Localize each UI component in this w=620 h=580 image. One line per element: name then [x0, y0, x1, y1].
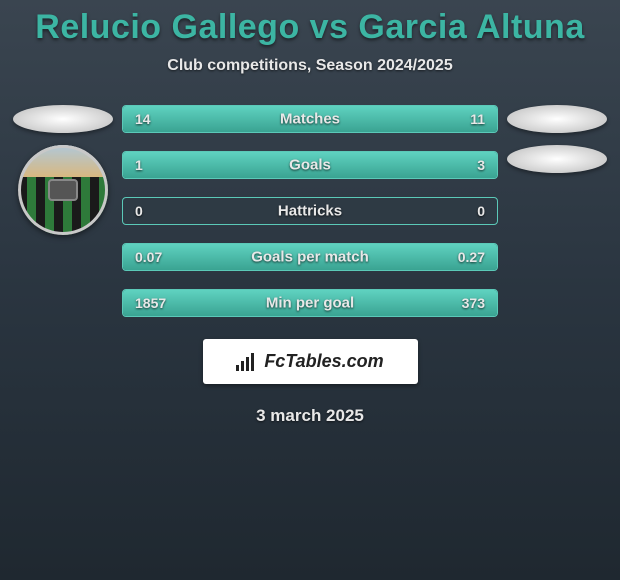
right-player-col — [502, 105, 612, 173]
stat-label: Min per goal — [266, 295, 354, 312]
left-player-club-badge — [18, 145, 108, 235]
stat-value-left: 0.07 — [135, 249, 162, 265]
page-title: Relucio Gallego vs Garcia Altuna — [0, 0, 620, 47]
chart-icon — [236, 353, 258, 371]
stat-label: Goals per match — [251, 249, 369, 266]
date-label: 3 march 2025 — [0, 406, 620, 426]
right-player-club-placeholder — [507, 145, 607, 173]
left-player-col — [8, 105, 118, 235]
right-player-avatar-placeholder — [507, 105, 607, 133]
brand-text: FcTables.com — [264, 351, 383, 372]
stat-row: 1 Goals 3 — [122, 151, 498, 179]
stat-label: Hattricks — [278, 203, 342, 220]
stat-row: 14 Matches 11 — [122, 105, 498, 133]
stat-value-right: 0 — [477, 203, 485, 219]
stat-row: 0.07 Goals per match 0.27 — [122, 243, 498, 271]
stat-row: 1857 Min per goal 373 — [122, 289, 498, 317]
stat-value-left: 0 — [135, 203, 143, 219]
stat-value-right: 373 — [462, 295, 485, 311]
stat-value-right: 0.27 — [458, 249, 485, 265]
stat-bars: 14Matches111Goals30Hattricks00.07Goals p… — [118, 105, 502, 317]
subtitle: Club competitions, Season 2024/2025 — [0, 57, 620, 75]
stat-value-left: 1857 — [135, 295, 166, 311]
stat-value-right: 3 — [477, 157, 485, 173]
fctables-logo[interactable]: FcTables.com — [203, 339, 418, 384]
stat-value-left: 14 — [135, 111, 151, 127]
stat-fill-right — [217, 152, 498, 178]
stat-label: Goals — [289, 157, 331, 174]
left-player-avatar-placeholder — [13, 105, 113, 133]
stat-value-left: 1 — [135, 157, 143, 173]
stat-row: 0 Hattricks 0 — [122, 197, 498, 225]
stat-value-right: 11 — [470, 111, 485, 127]
stat-label: Matches — [280, 111, 340, 128]
comparison-panel: 14Matches111Goals30Hattricks00.07Goals p… — [0, 105, 620, 317]
